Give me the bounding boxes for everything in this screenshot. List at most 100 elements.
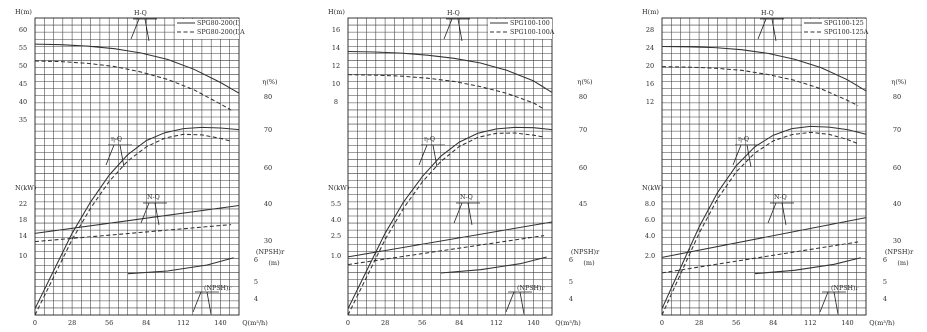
x-tick-label: 56 <box>105 319 113 327</box>
head-axis-title: H(m) <box>642 8 659 16</box>
legend-label: SPG80-200(I)A <box>197 29 245 36</box>
head-tick-label: 16 <box>332 26 340 34</box>
head-tick-label: 12 <box>332 62 340 70</box>
curve-annotation: N-Q <box>147 194 160 201</box>
annotation-leader <box>768 203 776 223</box>
head-tick-label: 50 <box>19 62 27 70</box>
power-tick-label: 22 <box>19 200 27 208</box>
annotation-leader <box>444 19 452 39</box>
annotation-leader <box>758 19 766 39</box>
power-tick-label: 2.5 <box>331 232 341 240</box>
x-tick-label: 112 <box>490 319 502 327</box>
annotation-leader <box>145 19 149 41</box>
power-tick-label: 18 <box>19 216 27 224</box>
npsh-tick-label: 4 <box>569 295 573 303</box>
annotation-leader <box>131 19 139 39</box>
annotation-leader <box>106 145 114 165</box>
npsh-tick-label: 6 <box>569 256 573 264</box>
head-axis-title: H(m) <box>15 8 32 16</box>
annotation-leader <box>520 292 524 314</box>
x-tick-label: 140 <box>841 319 853 327</box>
npsh-tick-label: 6 <box>883 256 887 264</box>
legend: SPG100-100SPG100-100A <box>488 19 555 39</box>
grid <box>662 18 866 315</box>
curve-annotation: N-Q <box>460 194 473 201</box>
chart-panel-2: 0 28 56 84 112 140 Q(m³/h)H(m)161412108N(kW)5.… <box>328 8 600 327</box>
x-tick-label: 0 <box>660 319 664 327</box>
power-tick-label: 4.0 <box>645 232 655 240</box>
annotation-leader <box>193 292 201 312</box>
eff-tick-label: 30 <box>893 237 901 245</box>
power-tick-label: 10 <box>19 252 27 260</box>
annotation-leader <box>458 19 462 41</box>
eff-tick-label: 40 <box>893 200 901 208</box>
eff-tick-label: 60 <box>893 164 901 172</box>
x-tick-label: 112 <box>804 319 816 327</box>
x-tick-label: 140 <box>214 319 226 327</box>
legend-label: SPG100-125A <box>824 29 869 36</box>
x-tick-label: 84 <box>769 319 777 327</box>
head-tick-label: 14 <box>332 44 340 52</box>
npsh-axis-title: (NPSH)r <box>256 248 285 256</box>
eff-axis-title: η(%) <box>891 78 907 86</box>
x-tick-label: 112 <box>177 319 189 327</box>
eff-tick-label: 80 <box>579 93 587 101</box>
curve-annotation: N-Q <box>774 194 787 201</box>
annotation-leader <box>506 292 514 312</box>
annotation-leader <box>834 292 838 314</box>
npsh-axis-title: (NPSH)r <box>885 248 914 256</box>
curve-annotation: H-Q <box>134 10 147 17</box>
power-tick-label: 8.0 <box>645 200 655 208</box>
npsh-tick-label: 4 <box>254 295 258 303</box>
x-axis-title: Q(m³/h) <box>869 319 895 327</box>
npsh-axis-title: (NPSH)r <box>571 248 600 256</box>
npsh-axis-unit: (m) <box>583 259 595 267</box>
eff-tick-label: 60 <box>579 164 587 172</box>
chart-panel-1: 0 28 56 84 112 140 Q(m³/h)H(m)605550454035N(kW… <box>15 8 285 327</box>
head-tick-label: 10 <box>332 80 340 88</box>
curve-annotation: η-Q <box>111 136 122 143</box>
npsh-axis-unit: (m) <box>897 259 909 267</box>
power-tick-label: 2.0 <box>645 252 655 260</box>
x-tick-label: 28 <box>381 319 389 327</box>
eff-tick-label: 30 <box>264 237 272 245</box>
eff-axis-title: η(%) <box>262 78 278 86</box>
head-tick-label: 28 <box>646 26 654 34</box>
eff-tick-label: 60 <box>264 164 272 172</box>
eff-tick-label: 70 <box>579 126 587 134</box>
curve-annotation: H-Q <box>447 10 460 17</box>
legend: SPG80-200(I) SPG80-200(I)A <box>175 19 245 39</box>
x-tick-label: 56 <box>418 319 426 327</box>
x-axis-title: Q(m³/h) <box>242 319 268 327</box>
power-tick-label: 4.0 <box>331 216 341 224</box>
npsh-axis-unit: (m) <box>268 259 280 267</box>
curve-annotation: (NPSH)r <box>831 285 859 292</box>
annotation-leader <box>207 292 211 314</box>
power-tick-label: 1.0 <box>331 252 341 260</box>
head-tick-label: 24 <box>646 44 654 52</box>
npsh-tick-label: 6 <box>254 256 258 264</box>
annotation-leader <box>747 145 751 167</box>
x-tick-label: 56 <box>732 319 740 327</box>
eff-tick-label: 80 <box>893 93 901 101</box>
legend-label: SPG80-200(I) <box>197 20 240 27</box>
head-tick-label: 16 <box>646 80 654 88</box>
annotation-leader <box>454 203 462 223</box>
head-tick-label: 8 <box>334 98 338 106</box>
x-tick-label: 0 <box>346 319 350 327</box>
curve-annotation: H-Q <box>761 10 774 17</box>
head-tick-label: 45 <box>19 80 27 88</box>
curve-annotation: (NPSH)r <box>517 285 545 292</box>
legend-label: SPG100-125 <box>824 20 864 27</box>
annotation-leader <box>120 145 124 167</box>
head-axis-title: H(m) <box>328 8 345 16</box>
grid <box>35 18 239 315</box>
x-tick-label: 140 <box>527 319 539 327</box>
head-tick-label: 35 <box>19 116 27 124</box>
head-tick-label: 60 <box>19 26 27 34</box>
eff-tick-label: 80 <box>264 93 272 101</box>
head-tick-label: 40 <box>19 98 27 106</box>
head-tick-label: 20 <box>646 62 654 70</box>
x-axis-title: Q(m³/h) <box>555 319 581 327</box>
head-tick-label: 12 <box>646 98 654 106</box>
